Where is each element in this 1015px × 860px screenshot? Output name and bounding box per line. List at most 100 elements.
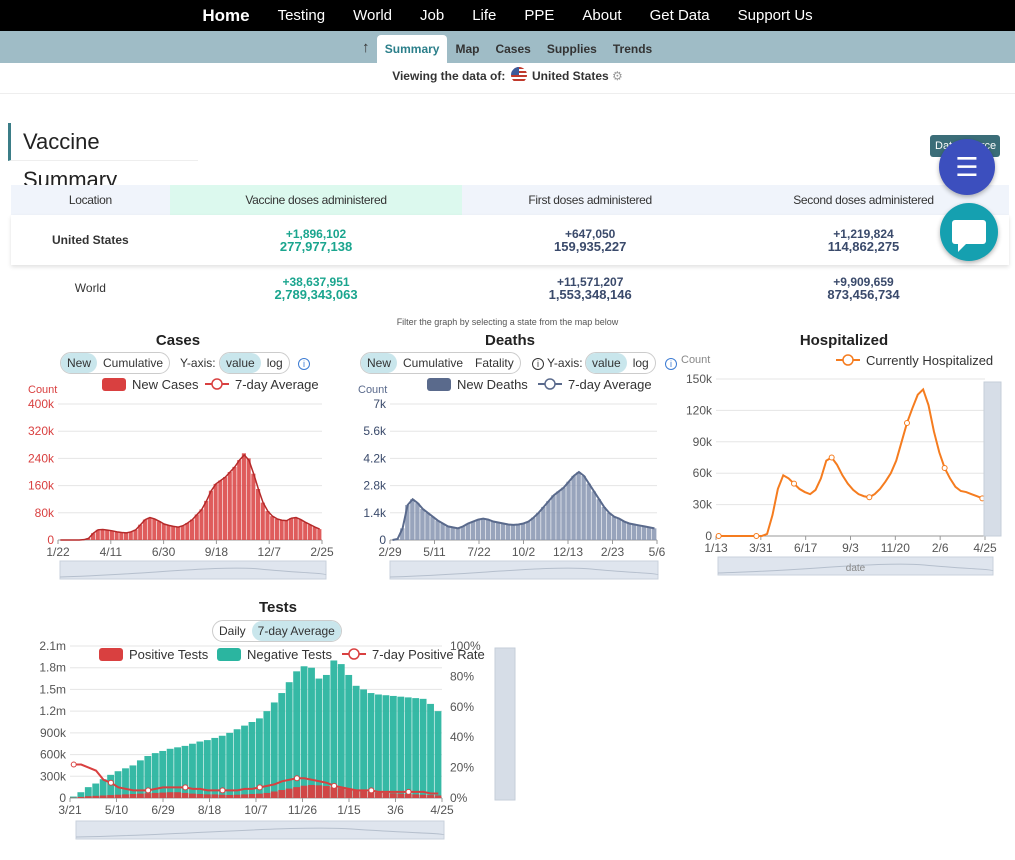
nav-support-us[interactable]: Support Us — [737, 7, 813, 24]
y-tick-label: 0 — [705, 529, 712, 543]
nav-life[interactable]: Life — [472, 7, 497, 24]
deaths-bar — [405, 505, 410, 540]
tests-positive-bar — [241, 794, 248, 798]
second-delta: +1,219,824 — [833, 226, 894, 241]
deaths-cumulative-toggle[interactable]: Cumulative — [403, 356, 464, 370]
tab-map[interactable]: Map — [455, 42, 480, 56]
y-tick-label: 4.2k — [363, 451, 387, 465]
nav-home[interactable]: Home — [202, 5, 250, 25]
tests-positive-bar — [360, 791, 367, 798]
info-icon[interactable]: i — [298, 358, 310, 370]
nav-ppe[interactable]: PPE — [524, 7, 555, 24]
deaths-bar — [445, 526, 450, 540]
tests-legend-rate-label: 7-day Positive Rate — [372, 647, 485, 662]
second-total: 114,862,275 — [827, 238, 900, 254]
cases-bar — [114, 531, 119, 540]
cases-bar — [204, 500, 209, 540]
cases-new-toggle[interactable]: New — [61, 353, 98, 373]
tab-summary[interactable]: Summary — [376, 35, 448, 63]
deaths-yaxis-label: Y-axis: — [547, 356, 583, 370]
deaths-new-toggle[interactable]: New — [361, 353, 398, 373]
nav-about[interactable]: About — [582, 7, 622, 24]
y-tick-label: 0 — [47, 533, 54, 547]
second-total: 873,456,734 — [827, 286, 900, 302]
tests-rate-line-marker — [256, 784, 263, 791]
deaths-bar — [561, 487, 566, 540]
col-first-doses[interactable]: First doses administered — [462, 185, 718, 215]
y2-tick-label: 80% — [450, 669, 474, 683]
tests-rate-line-marker — [182, 784, 189, 791]
hosp-line-marker — [753, 533, 760, 539]
tests-negative-bar — [427, 703, 434, 798]
cases-bar — [185, 523, 190, 540]
deaths-fatality-toggle[interactable]: Fatality — [475, 356, 514, 370]
info-icon[interactable]: i — [532, 358, 544, 370]
cases-log-toggle[interactable]: log — [266, 356, 283, 370]
deaths-bar — [631, 524, 637, 540]
nav-job[interactable]: Job — [420, 7, 445, 24]
tab-trends[interactable]: Trends — [612, 42, 653, 56]
first-total: 1,553,348,146 — [548, 286, 632, 302]
deaths-mode-toggle: New Cumulative Fatality — [360, 352, 521, 374]
y-tick-label: 2.1m — [39, 639, 66, 653]
cases-legend-avg-swatch-marker — [211, 378, 223, 390]
y-tick-label: 240k — [28, 451, 55, 465]
deaths-legend-new-swatch — [427, 378, 451, 391]
second-cell: +1,219,824 114,862,275 — [718, 215, 1009, 265]
tab-supplies[interactable]: Supplies — [546, 42, 597, 56]
info-icon[interactable]: i — [665, 358, 677, 370]
vaccine-delta: +1,896,102 — [285, 226, 347, 241]
tests-legend-negative-swatch — [217, 648, 241, 661]
gear-icon[interactable]: ⚙ — [612, 69, 623, 83]
tests-rate-line-marker — [107, 779, 114, 786]
cases-cumulative-toggle[interactable]: Cumulative — [103, 356, 164, 370]
tests-positive-bar — [397, 793, 405, 798]
tests-negative-bar — [181, 745, 189, 798]
tests-rate-line-marker — [145, 787, 152, 794]
tests-negative-bar — [166, 748, 174, 798]
x-tick-label: 4/11 — [100, 545, 123, 559]
deaths-value-toggle[interactable]: value — [586, 353, 627, 373]
tests-positive-bar — [263, 792, 271, 798]
tests-negative-bar — [322, 674, 330, 798]
viewing-location-name[interactable]: United States — [532, 69, 609, 83]
cases-bar — [260, 502, 265, 540]
cases-bar — [256, 489, 261, 540]
tab-cases[interactable]: Cases — [495, 42, 531, 56]
cases-legend-avg-label: 7-day Average — [235, 377, 319, 392]
chat-fab-button[interactable] — [940, 203, 998, 261]
nav-world[interactable]: World — [353, 7, 392, 24]
first-cell: +11,571,207 1,553,348,146 — [462, 265, 718, 311]
y-tick-label: 1.5m — [39, 682, 66, 696]
x-tick-label: 4/25 — [973, 541, 997, 555]
tests-7day-toggle[interactable]: 7-day Average — [251, 621, 341, 641]
tests-negative-bar — [99, 779, 107, 798]
tests-negative-bar — [352, 685, 360, 798]
tests-positive-bar — [434, 795, 442, 798]
nav-get-data[interactable]: Get Data — [649, 7, 710, 24]
tests-rate-line-marker — [368, 787, 375, 794]
col-location[interactable]: Location — [11, 185, 170, 215]
tests-negative-bar — [84, 787, 92, 798]
tests-negative-bar — [107, 774, 115, 798]
tests-positive-bar — [107, 795, 115, 798]
tests-positive-bar — [412, 794, 420, 798]
nav-testing[interactable]: Testing — [277, 7, 326, 24]
deaths-avg-line — [392, 470, 655, 541]
deaths-bar — [651, 528, 657, 540]
filter-hint: Filter the graph by selecting a state fr… — [396, 317, 619, 327]
zoom-slider-preview — [75, 827, 445, 838]
cases-value-toggle[interactable]: value — [220, 353, 261, 373]
deaths-log-toggle[interactable]: log — [632, 356, 649, 370]
tests-daily-toggle[interactable]: Daily — [219, 624, 246, 638]
arrow-up-icon[interactable]: ↑ — [362, 39, 370, 56]
hosp-line-marker — [866, 494, 873, 501]
deaths-bar — [606, 512, 612, 540]
menu-fab-button[interactable]: ☰ — [939, 139, 995, 195]
col-vaccine-doses[interactable]: Vaccine doses administered — [169, 185, 463, 215]
tests-positive-bar — [300, 785, 308, 798]
tests-positive-bar — [92, 795, 100, 798]
cases-bar — [109, 530, 114, 540]
x-tick-label: 11/26 — [288, 803, 317, 817]
